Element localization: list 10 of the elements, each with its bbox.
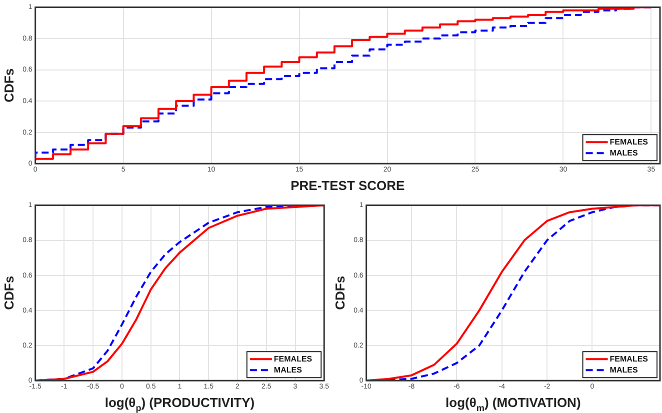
legend-label: MALES [610,365,638,374]
y-axis-title: CDFs [332,276,348,310]
legend-label: MALES [610,148,638,158]
legend-label: FEMALES [610,137,649,146]
x-axis-title: PRE-TEST SCORE [290,178,406,193]
y-axis-title: CDFs [1,68,16,102]
legend-label: MALES [274,365,303,374]
legend-label: FEMALES [274,354,313,364]
legend-label: FEMALES [610,354,649,364]
y-axis-title: CDFs [1,276,16,310]
